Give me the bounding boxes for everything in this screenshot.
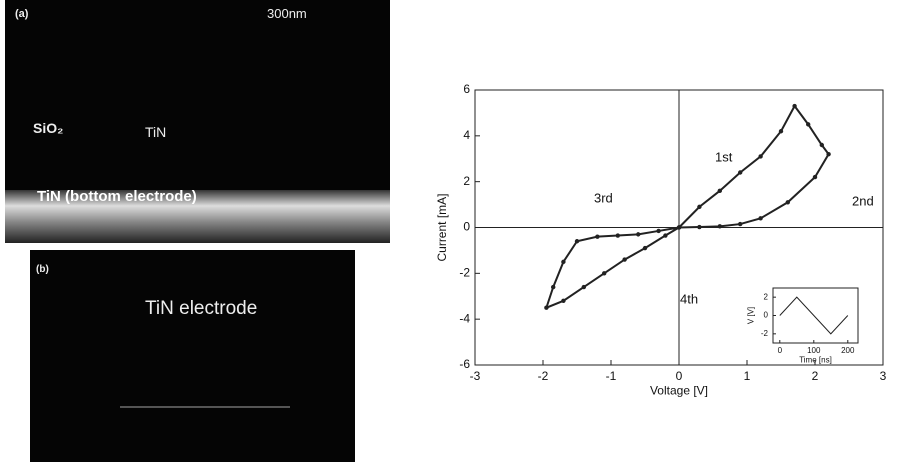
x-tick-label: 2 bbox=[812, 369, 819, 383]
x-tick-label: -1 bbox=[606, 369, 617, 383]
y-tick-label: -2 bbox=[761, 329, 769, 338]
x-tick-label: 0 bbox=[676, 369, 683, 383]
data-point bbox=[622, 257, 626, 261]
data-point bbox=[806, 122, 810, 126]
data-point bbox=[636, 232, 640, 236]
y-tick-label: 6 bbox=[463, 82, 470, 96]
data-point bbox=[786, 200, 790, 204]
x-tick-label: 0 bbox=[778, 346, 783, 355]
data-point bbox=[758, 154, 762, 158]
data-point bbox=[602, 271, 606, 275]
x-tick-label: 200 bbox=[841, 346, 855, 355]
annotation: 3rd bbox=[594, 190, 613, 205]
data-point bbox=[718, 189, 722, 193]
data-point bbox=[561, 299, 565, 303]
data-point bbox=[718, 224, 722, 228]
annotation: 1st bbox=[715, 149, 733, 164]
data-point bbox=[826, 152, 830, 156]
y-axis-label: V [V] bbox=[747, 307, 756, 324]
y-tick-label: 2 bbox=[463, 174, 470, 188]
chart: -3 -2 -1 0 1 2 3 -6 -4 -2 0 2 4 6 Voltage [V] Current [… bbox=[0, 0, 899, 462]
data-point bbox=[758, 216, 762, 220]
data-point bbox=[561, 260, 565, 264]
data-point bbox=[544, 306, 548, 310]
plot-frame bbox=[773, 288, 858, 343]
y-axis-label: Current [mA] bbox=[435, 193, 449, 261]
data-point bbox=[656, 229, 660, 233]
x-tick-label: 100 bbox=[807, 346, 821, 355]
x-tick-label: -3 bbox=[470, 369, 481, 383]
data-point bbox=[738, 222, 742, 226]
data-point bbox=[677, 225, 681, 229]
data-point bbox=[792, 104, 796, 108]
data-point bbox=[738, 170, 742, 174]
annotation: 2nd bbox=[852, 193, 874, 208]
data-point bbox=[779, 129, 783, 133]
data-point bbox=[813, 175, 817, 179]
y-tick-label: -4 bbox=[459, 311, 470, 325]
y-tick-label: 0 bbox=[463, 220, 470, 234]
data-point bbox=[575, 239, 579, 243]
data-point bbox=[643, 246, 647, 250]
annotation: 4th bbox=[680, 291, 698, 306]
x-tick-label: -2 bbox=[538, 369, 549, 383]
data-point bbox=[663, 233, 667, 237]
data-point bbox=[697, 225, 701, 229]
data-point bbox=[820, 143, 824, 147]
y-tick-label: -6 bbox=[459, 357, 470, 371]
data-point bbox=[551, 285, 555, 289]
data-point bbox=[697, 205, 701, 209]
y-tick-label: 0 bbox=[764, 311, 769, 320]
data-point bbox=[595, 234, 599, 238]
y-tick-label: -2 bbox=[459, 266, 470, 280]
data-point bbox=[582, 285, 586, 289]
y-tick-label: 4 bbox=[463, 128, 470, 142]
x-axis-label: Voltage [V] bbox=[650, 384, 708, 398]
x-tick-label: 3 bbox=[880, 369, 887, 383]
page: {"images": [ {"label": "(a)", "scale": "… bbox=[0, 0, 899, 462]
x-axis-label: Time [ns] bbox=[799, 356, 832, 365]
x-tick-label: 1 bbox=[744, 369, 751, 383]
data-point bbox=[616, 233, 620, 237]
y-tick-label: 2 bbox=[764, 292, 769, 301]
